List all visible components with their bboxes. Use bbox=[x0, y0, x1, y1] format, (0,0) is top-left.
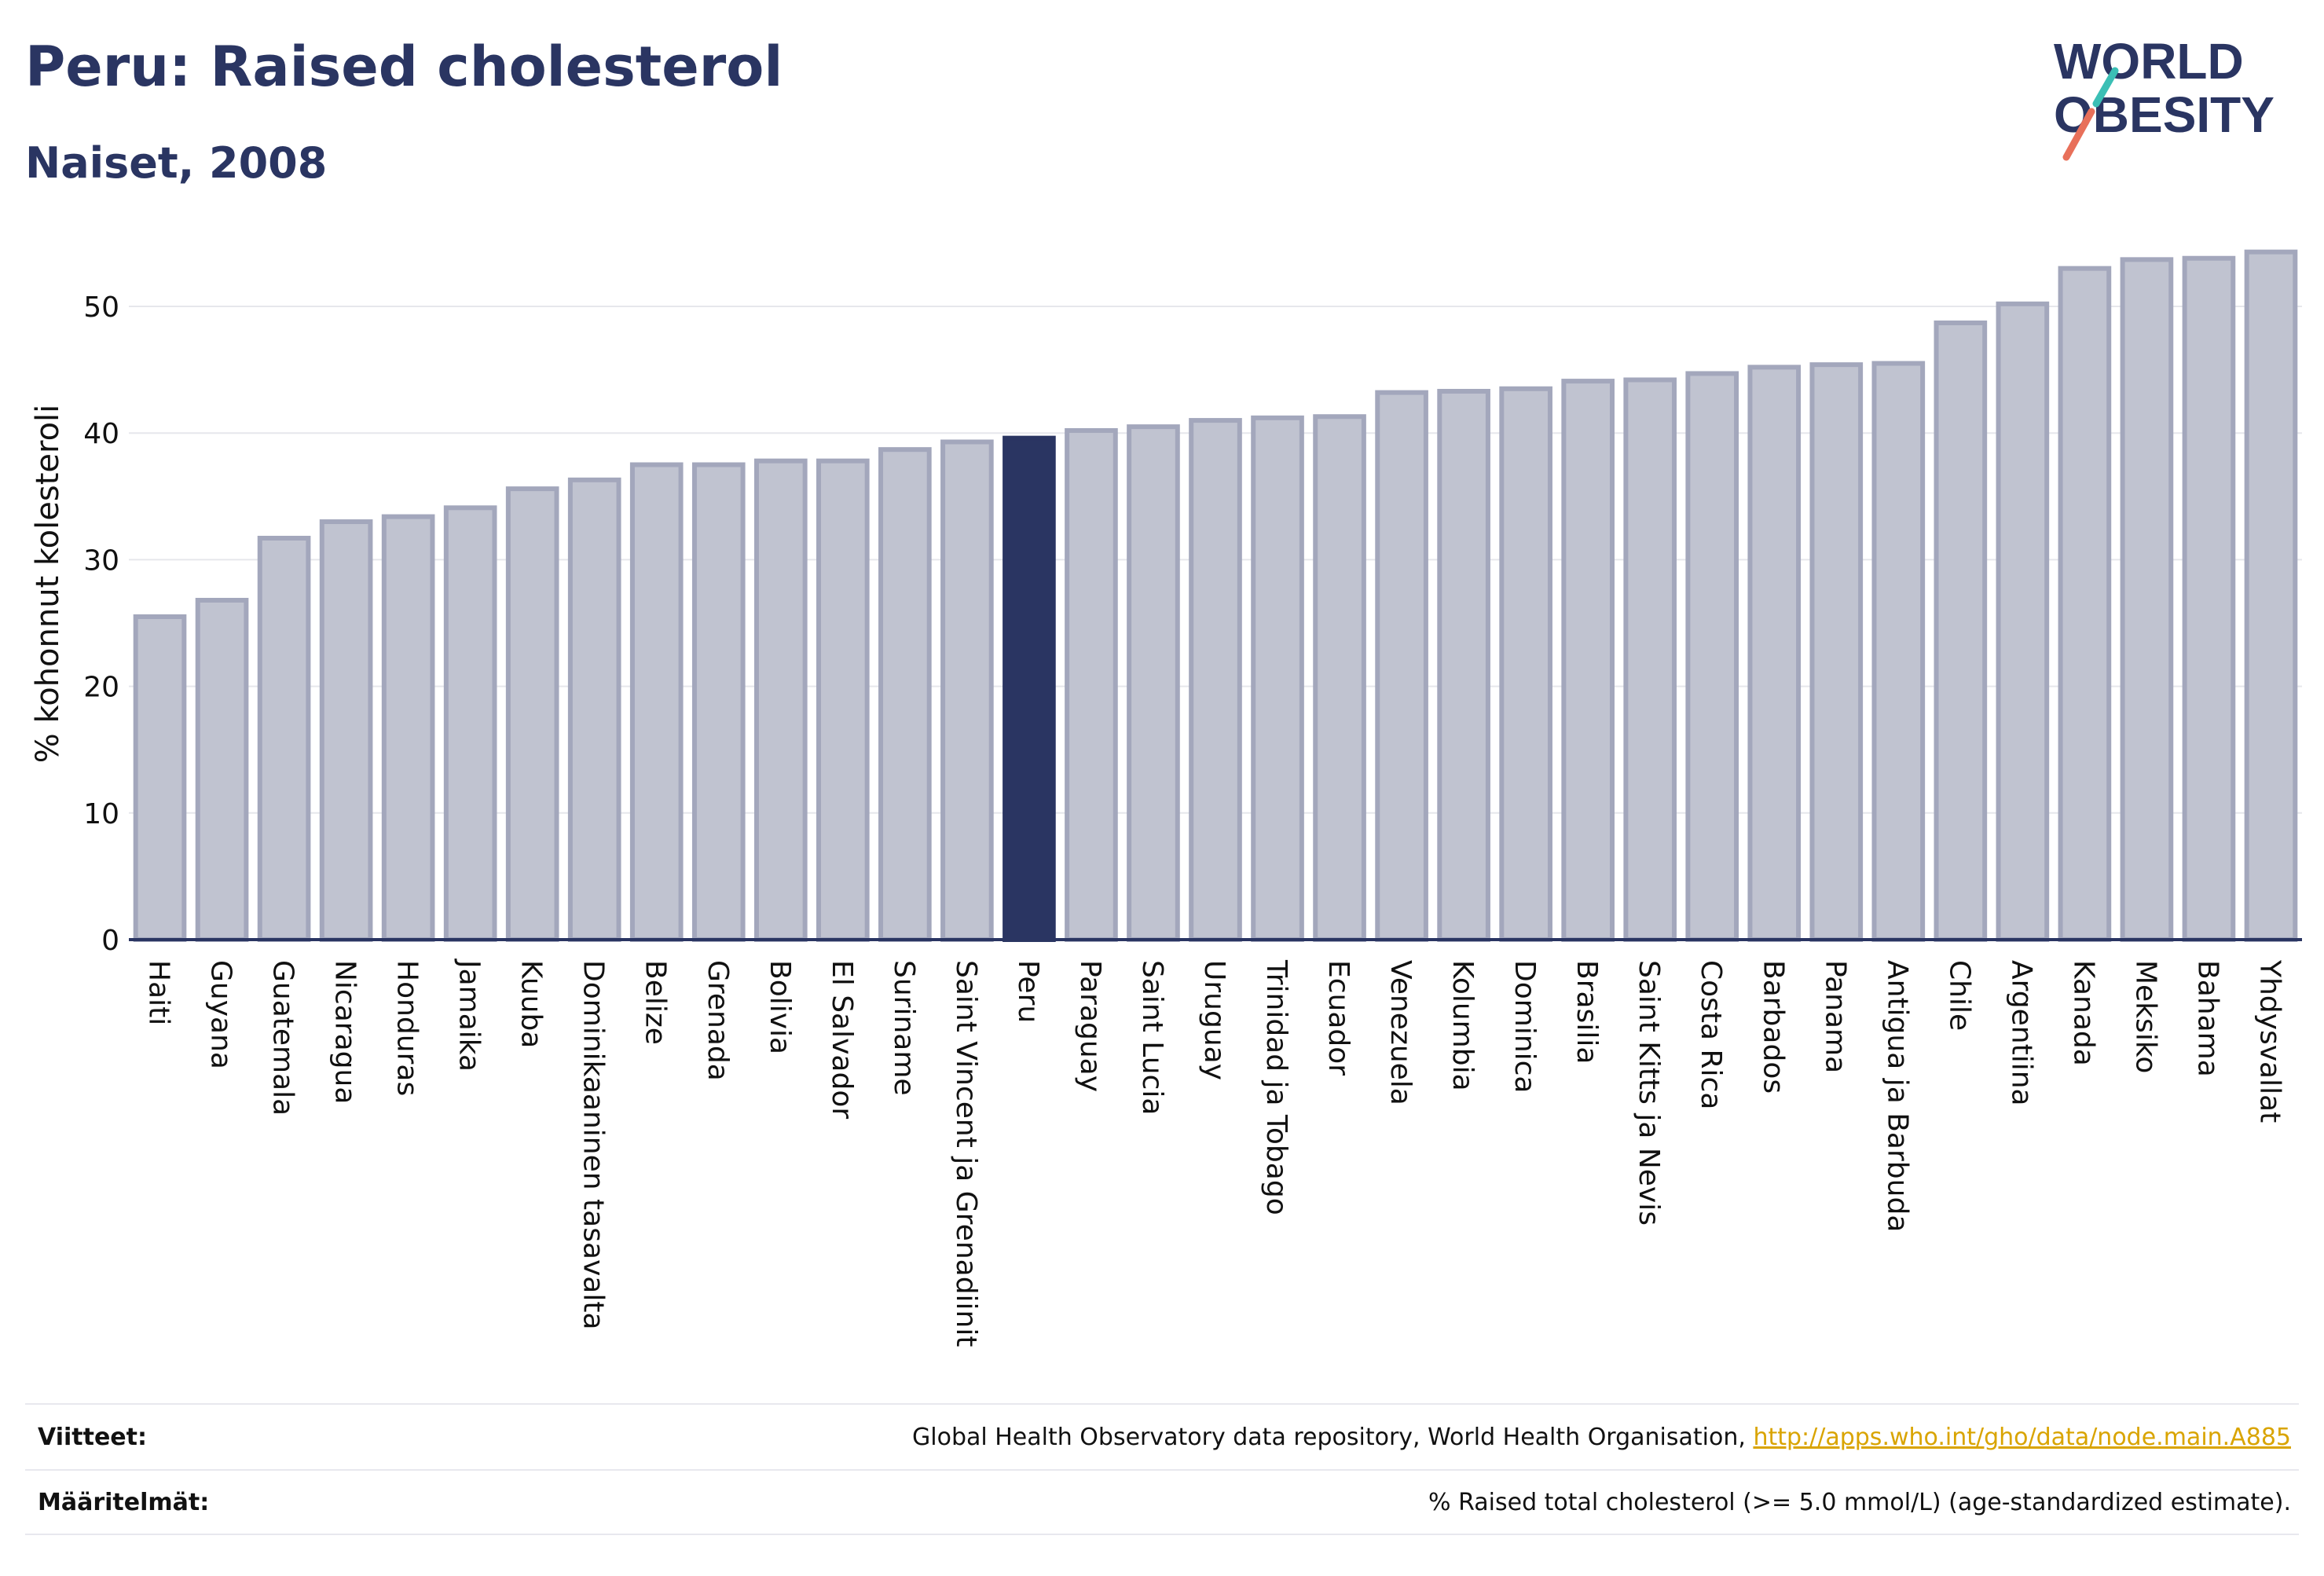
x-tick-label: Barbados bbox=[1757, 960, 1789, 1094]
bar bbox=[1685, 371, 1739, 943]
x-tick-label: Saint Lucia bbox=[1136, 960, 1168, 1115]
sources-text: Global Health Observatory data repositor… bbox=[912, 1424, 2291, 1451]
x-tick-label: Brasilia bbox=[1571, 960, 1603, 1064]
bar bbox=[1127, 424, 1180, 942]
bar-highlight bbox=[1003, 435, 1056, 942]
bar bbox=[1871, 361, 1926, 943]
bar bbox=[1809, 362, 1864, 943]
x-tick-label: Guatemala bbox=[267, 960, 299, 1116]
bar bbox=[381, 514, 435, 942]
definitions-text: % Raised total cholesterol (>= 5.0 mmol/… bbox=[1428, 1489, 2291, 1516]
y-tick-label: 20 bbox=[83, 672, 119, 704]
x-tick-label: Suriname bbox=[888, 960, 920, 1096]
x-tick-label: Dominica bbox=[1508, 960, 1541, 1094]
x-tick-label: Belize bbox=[640, 960, 672, 1045]
bar bbox=[1561, 379, 1615, 943]
sources-description: Global Health Observatory data repositor… bbox=[912, 1424, 1754, 1451]
y-tick-label: 40 bbox=[83, 418, 119, 450]
world-obesity-logo: WORLD OBESITY bbox=[2054, 33, 2275, 161]
bar bbox=[1996, 301, 2050, 942]
x-tick-label: Jamaika bbox=[453, 958, 486, 1072]
x-tick-label: Haiti bbox=[143, 960, 175, 1025]
page-subtitle: Naiset, 2008 bbox=[25, 138, 328, 188]
y-tick-label: 0 bbox=[101, 925, 119, 957]
bar bbox=[319, 519, 373, 942]
bar bbox=[940, 439, 994, 942]
bar bbox=[2058, 266, 2112, 942]
x-tick-label: Saint Kitts ja Nevis bbox=[1633, 960, 1665, 1226]
bar bbox=[1251, 415, 1304, 942]
bar bbox=[1065, 427, 1118, 942]
x-tick-label: Antigua ja Barbuda bbox=[1881, 960, 1913, 1232]
x-tick-label: Kolumbia bbox=[1446, 960, 1479, 1091]
y-tick-label: 30 bbox=[83, 544, 119, 577]
logo-word-world: WORLD bbox=[2054, 33, 2244, 90]
bar bbox=[505, 486, 559, 942]
bar bbox=[567, 477, 621, 942]
x-tick-label: El Salvador bbox=[826, 960, 858, 1119]
x-tick-label: Kanada bbox=[2067, 960, 2099, 1066]
x-tick-label: Saint Vincent ja Grenadiinit bbox=[950, 960, 982, 1347]
y-tick-label: 50 bbox=[83, 291, 119, 324]
bar bbox=[816, 458, 870, 942]
footer-divider bbox=[25, 1403, 2299, 1405]
x-tick-label: Peru bbox=[1012, 960, 1044, 1023]
bar bbox=[691, 462, 746, 942]
x-tick-label: Kuuba bbox=[515, 960, 548, 1048]
bar bbox=[1934, 320, 1988, 942]
x-tick-label: Bahama bbox=[2191, 960, 2223, 1077]
x-tick-label: Dominikaaninen tasavalta bbox=[577, 960, 610, 1330]
definitions-label: Määritelmät: bbox=[38, 1489, 210, 1516]
x-tick-label: Guyana bbox=[205, 960, 237, 1069]
logo-slash-teal bbox=[2092, 67, 2119, 108]
y-axis-label: % kohonnut kolesteroli bbox=[30, 405, 66, 764]
bar bbox=[753, 458, 808, 942]
bar bbox=[629, 462, 684, 942]
x-tick-label: Ecuador bbox=[1322, 960, 1354, 1076]
x-tick-label: Paraguay bbox=[1074, 960, 1106, 1092]
bar bbox=[1375, 390, 1428, 942]
sources-label: Viitteet: bbox=[38, 1424, 147, 1451]
bar bbox=[195, 597, 249, 942]
x-tick-label: Uruguay bbox=[1198, 960, 1230, 1080]
bar bbox=[257, 535, 311, 942]
y-tick-label: 10 bbox=[83, 798, 119, 830]
page-title: Peru: Raised cholesterol bbox=[25, 35, 783, 99]
logo-slash-orange bbox=[2062, 108, 2095, 161]
x-tick-label: Chile bbox=[1943, 960, 1975, 1031]
bar bbox=[2244, 249, 2298, 942]
x-tick-label: Bolivia bbox=[764, 960, 796, 1054]
x-tick-label: Costa Rica bbox=[1695, 960, 1727, 1109]
bar bbox=[2120, 257, 2174, 942]
x-tick-label: Trinidad ja Tobago bbox=[1260, 959, 1292, 1215]
bar bbox=[1189, 418, 1242, 942]
bar bbox=[2182, 255, 2236, 942]
x-tick-label: Grenada bbox=[702, 960, 734, 1081]
sources-link[interactable]: http://apps.who.int/gho/data/node.main.A… bbox=[1753, 1424, 2291, 1451]
x-tick-label: Meksiko bbox=[2129, 960, 2161, 1073]
x-tick-label: Panama bbox=[1819, 960, 1851, 1073]
x-tick-label: Nicaragua bbox=[329, 960, 361, 1104]
footer-divider bbox=[25, 1469, 2299, 1471]
x-tick-label: Argentiina bbox=[2005, 960, 2037, 1106]
bar bbox=[1437, 389, 1490, 942]
footer-divider bbox=[25, 1534, 2299, 1535]
bar bbox=[1313, 414, 1366, 942]
bar-chart: 0 10 20 30 40 50 % kohonnut kolesteroli Haiti Gu… bbox=[30, 249, 2302, 1347]
bar bbox=[1747, 365, 1802, 943]
bar bbox=[1623, 377, 1677, 943]
bar bbox=[878, 447, 932, 942]
bar bbox=[1499, 386, 1552, 942]
bar bbox=[443, 505, 497, 942]
x-tick-label: Yhdysvallat bbox=[2253, 959, 2286, 1123]
bar bbox=[133, 614, 187, 942]
x-tick-label: Honduras bbox=[391, 960, 423, 1096]
x-tick-label: Venezuela bbox=[1384, 960, 1417, 1105]
